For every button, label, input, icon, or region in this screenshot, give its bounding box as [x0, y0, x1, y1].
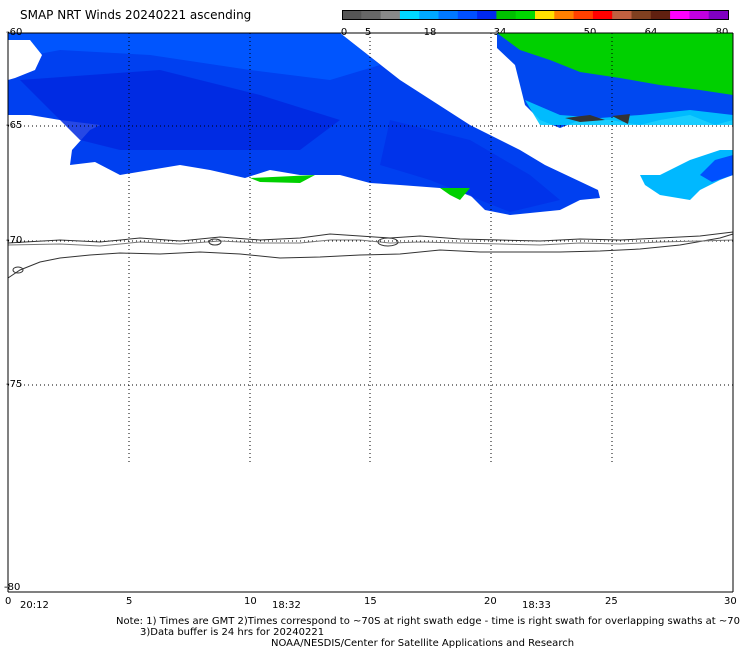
map-frame — [7, 32, 734, 593]
lon-label-25: 25 — [605, 596, 618, 607]
colorbar-cell — [592, 10, 613, 20]
colorbar-cell — [708, 10, 729, 20]
colorbar-cell — [399, 10, 420, 20]
lat-label-70: -70 — [6, 235, 23, 246]
note-line-3: NOAA/NESDIS/Center for Satellite Applica… — [271, 638, 575, 649]
colorbar-cell — [650, 10, 671, 20]
colorbar-cell — [342, 10, 362, 20]
colorbar-strip — [342, 10, 729, 20]
colorbar-cell — [515, 10, 536, 20]
pass-time: 18:32 — [272, 600, 301, 611]
lon-label-20: 20 — [484, 596, 497, 607]
colorbar-cell — [438, 10, 459, 20]
wind-swath-left — [8, 33, 600, 215]
note-line-2: 3)Data buffer is 24 hrs for 20240221 — [140, 627, 325, 638]
colorbar-cell — [496, 10, 517, 20]
colorbar-cell — [380, 10, 401, 20]
lon-label-5: 5 — [126, 596, 133, 607]
lon-label-15: 15 — [364, 596, 377, 607]
lon-label-0: 0 — [5, 596, 12, 607]
map-title: SMAP NRT Winds 20240221 ascending — [20, 8, 252, 22]
colorbar-cell — [631, 10, 652, 20]
graticule — [8, 33, 733, 465]
colorbar-cell — [457, 10, 478, 20]
colorbar-cell — [361, 10, 382, 20]
wind-swath-right — [497, 33, 733, 200]
pass-time: 20:12 — [20, 600, 49, 611]
lat-label-75: -75 — [6, 379, 23, 390]
note-line-1: Note: 1) Times are GMT 2)Times correspon… — [116, 616, 740, 627]
colorbar-cell — [573, 10, 594, 20]
lon-label-10: 10 — [244, 596, 257, 607]
colorbar-cell — [670, 10, 690, 20]
colorbar-cell — [554, 10, 575, 20]
colorbar-cell — [419, 10, 439, 20]
lat-label-80: -80 — [4, 582, 21, 593]
lat-label-65: -65 — [6, 120, 23, 131]
colorbar-cell — [689, 10, 710, 20]
colorbar-cell — [535, 10, 555, 20]
lat-label-60: -60 — [6, 27, 23, 38]
colorbar-cell — [612, 10, 632, 20]
lon-label-30: 30 — [724, 596, 737, 607]
coastline — [7, 231, 734, 279]
colorbar-cell — [477, 10, 497, 20]
pass-time: 18:33 — [522, 600, 551, 611]
